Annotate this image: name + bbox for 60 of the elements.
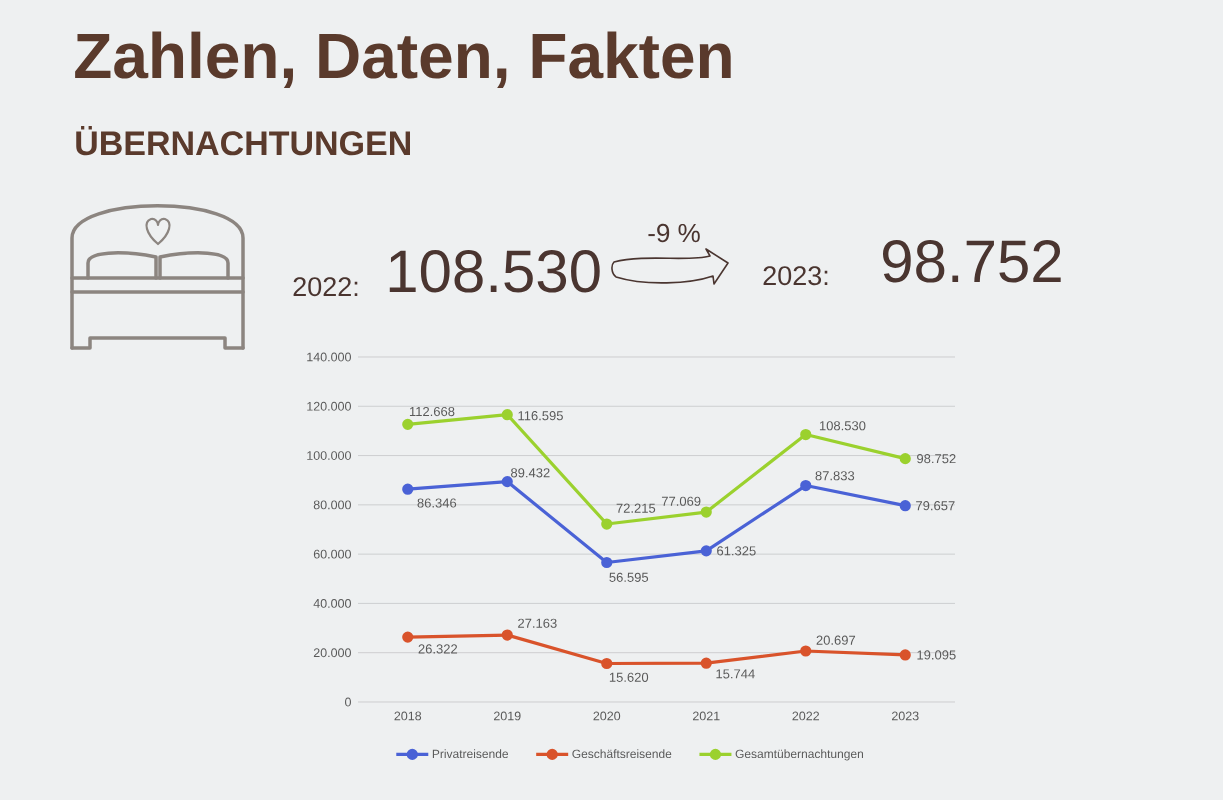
- data-label: 61.325: [717, 546, 756, 556]
- point: [601, 657, 613, 670]
- point: [501, 476, 513, 488]
- point: [899, 453, 911, 465]
- x-tick-label: 2020: [593, 711, 621, 721]
- data-label: 27.163: [518, 618, 557, 628]
- data-label: 72.215: [616, 503, 656, 513]
- data-label: 112.668: [409, 406, 455, 417]
- point: [402, 631, 414, 643]
- legend-label: Geschäftsreisende: [572, 749, 672, 759]
- y-tick-label: 40.000: [313, 599, 351, 608]
- point: [800, 645, 812, 657]
- text: 2022:: [293, 277, 358, 297]
- y-tick-label: 0: [345, 697, 351, 707]
- point: [700, 506, 712, 518]
- data-label: 77.069: [661, 496, 701, 506]
- y-tick-label: 20.000: [313, 648, 351, 658]
- y-tick-label: 100.000: [307, 451, 351, 460]
- x-tick-label: 2022: [792, 711, 820, 721]
- data-label: 19.095: [917, 650, 956, 660]
- y-tick-label: 80.000: [313, 500, 351, 510]
- chart-subtitle: ÜBERNACHTUNGEN: [76, 125, 410, 156]
- legend-label: Privatreisende: [432, 749, 509, 759]
- point: [601, 518, 613, 530]
- point: [501, 629, 513, 641]
- x-tick-label: 2018: [394, 711, 422, 721]
- text: -9 %: [648, 223, 700, 243]
- text: 108.530: [389, 250, 600, 293]
- point: [700, 657, 712, 669]
- data-label: 86.346: [417, 498, 457, 508]
- data-label: 15.620: [609, 672, 649, 682]
- point: [899, 500, 911, 512]
- y-tick-label: 60.000: [313, 549, 351, 559]
- x-tick-label: 2019: [493, 711, 521, 721]
- point: [402, 418, 414, 430]
- text: 2023:: [763, 266, 828, 286]
- data-label: 89.432: [511, 468, 550, 478]
- data-label: 26.322: [418, 644, 458, 654]
- data-label: 98.752: [917, 454, 956, 464]
- legend-label: Gesamtübernachtungen: [735, 749, 863, 761]
- point: [402, 483, 414, 495]
- data-label: 15.744: [716, 669, 755, 679]
- point: [800, 479, 812, 492]
- y-tick-label: 120.000: [307, 401, 351, 411]
- x-tick-label: 2023: [891, 711, 919, 721]
- point: [899, 649, 911, 661]
- x-tick-label: 2021: [692, 711, 720, 721]
- data-label: 20.697: [816, 635, 856, 645]
- text: 98.752: [883, 240, 1061, 283]
- point: [501, 409, 513, 421]
- point: [800, 428, 812, 441]
- data-label: 56.595: [609, 572, 649, 582]
- point: [700, 545, 712, 557]
- data-label: 108.530: [819, 421, 866, 431]
- data-label: 79.657: [916, 501, 955, 511]
- data-label: 87.833: [815, 471, 855, 481]
- data-label: 116.595: [518, 411, 563, 421]
- y-tick-label: 140.000: [307, 352, 351, 362]
- point: [601, 556, 613, 569]
- chart-title: Zahlen, Daten, Fakten: [75, 31, 731, 88]
